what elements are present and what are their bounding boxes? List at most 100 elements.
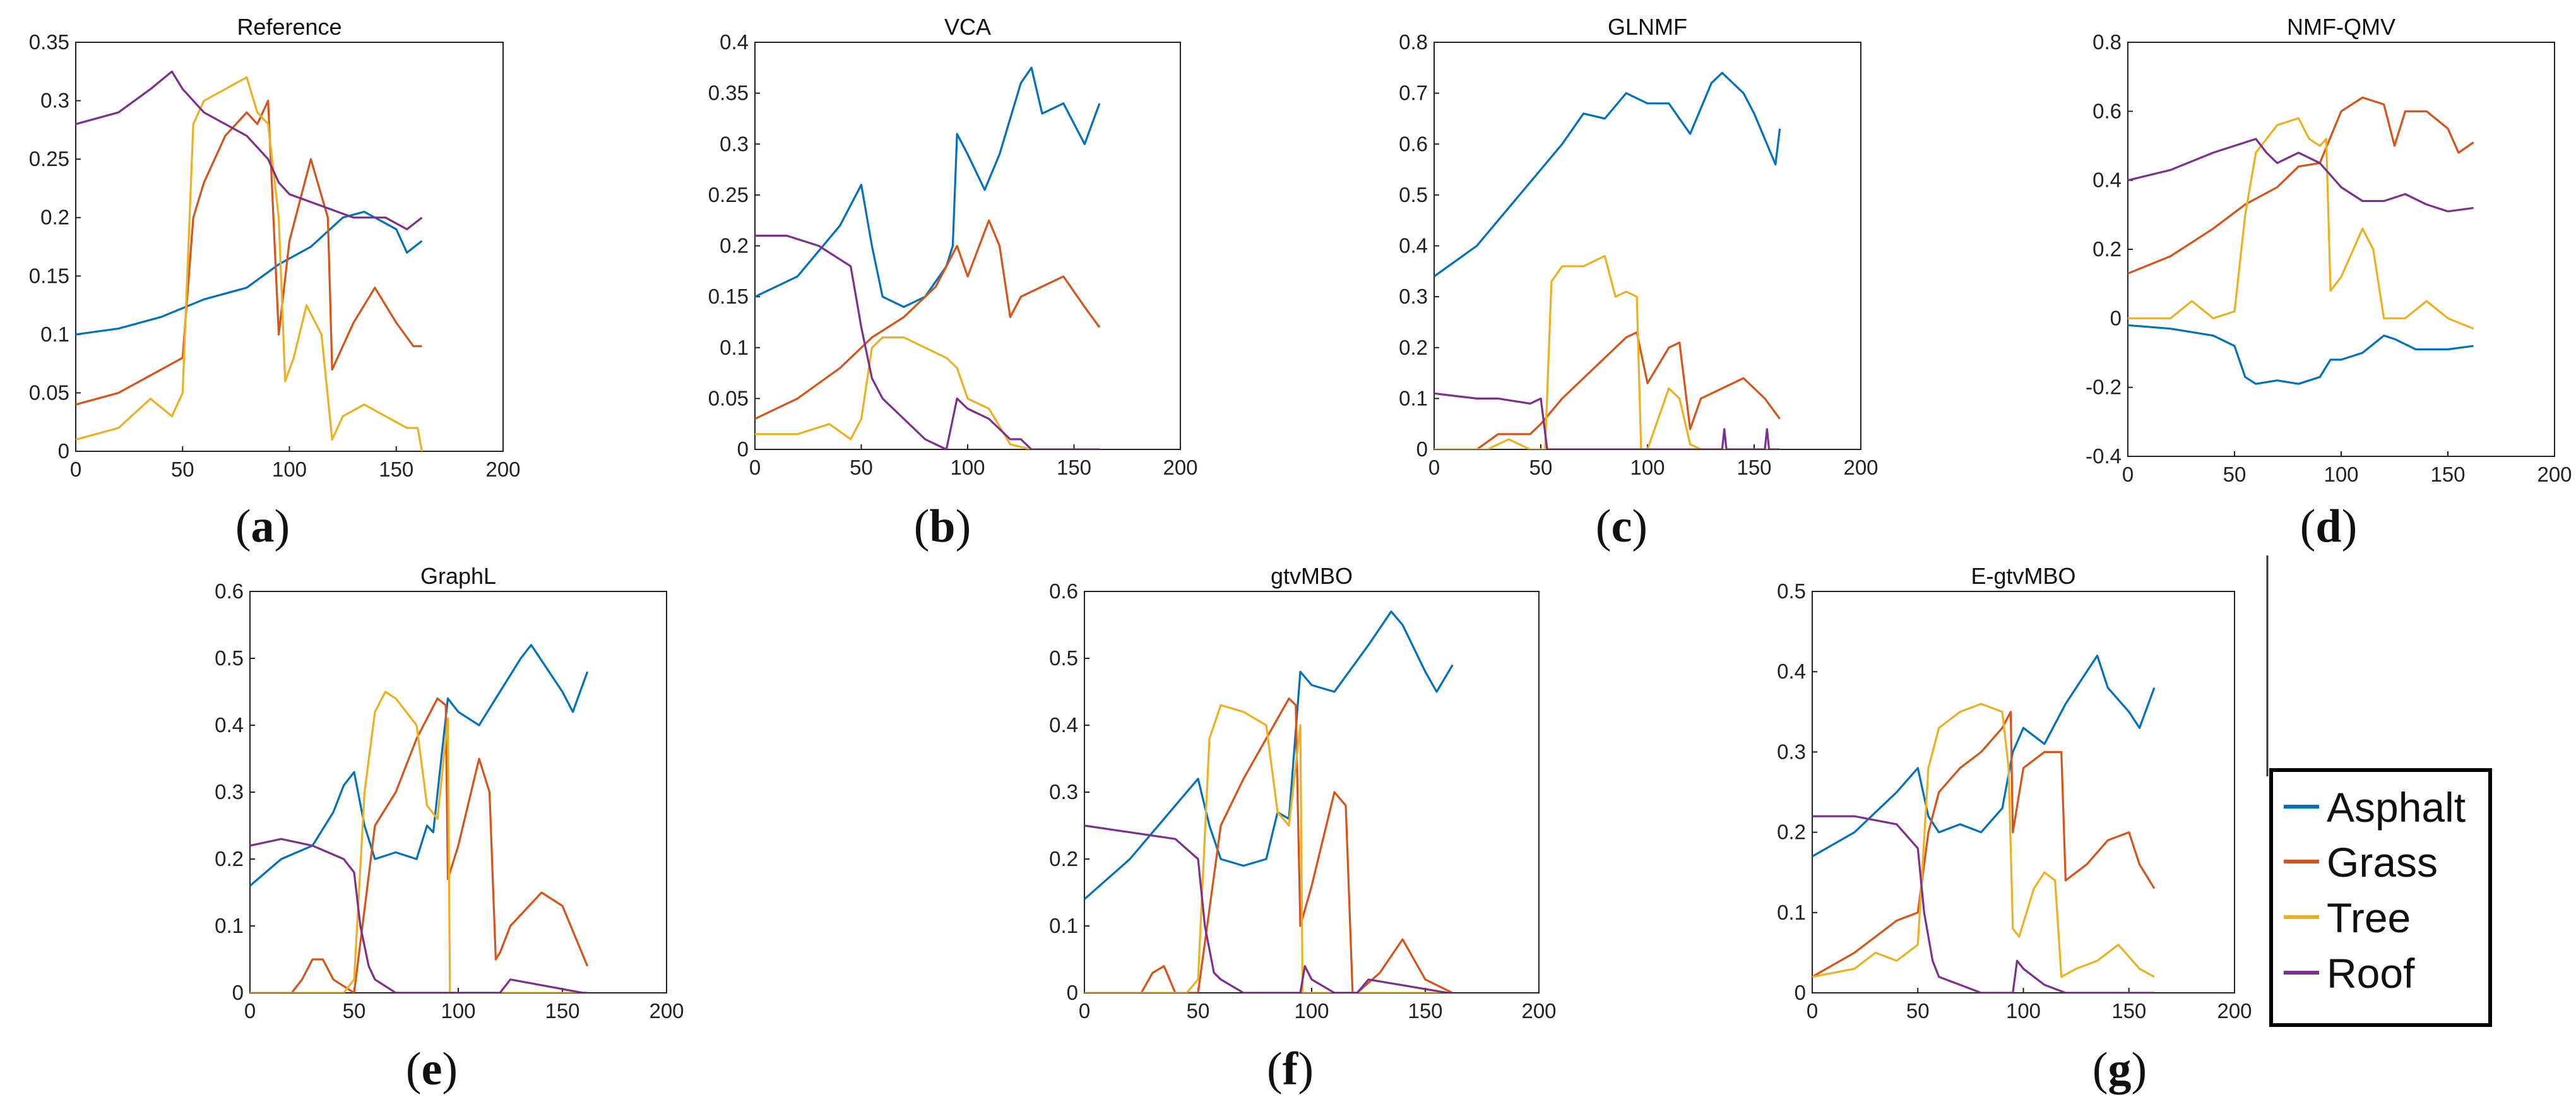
series-line-tree: [1434, 255, 1780, 449]
x-tick-label: 50: [171, 458, 194, 481]
x-tick-label: 200: [2537, 463, 2572, 486]
x-tick-label: 100: [2006, 999, 2041, 1023]
y-tick-label: 0.5: [215, 646, 244, 670]
x-tick-label: 150: [1736, 456, 1771, 479]
x-tick-label: 0: [2122, 463, 2134, 486]
x-tick-label: 100: [2324, 463, 2358, 486]
y-tick-label: 0.2: [40, 206, 69, 229]
x-tick-label: 50: [1187, 999, 1210, 1023]
y-tick-label: 0.7: [1399, 81, 1428, 105]
x-tick-label: 200: [2217, 999, 2252, 1023]
y-tick-label: 0.3: [215, 780, 244, 804]
series-line-tree: [250, 691, 588, 993]
y-tick-label: 0.8: [2092, 30, 2122, 54]
chart-panel-a: Reference 0 50 100 150 200 0 0.05 0.1 0.15 0.2 0.25…: [29, 14, 521, 552]
series-line-asphalt: [76, 210, 423, 336]
x-tick-label: 0: [70, 458, 81, 481]
x-tick-label: 150: [545, 999, 579, 1023]
y-tick-label: 0.15: [29, 264, 69, 287]
y-tick-label: 0.3: [1777, 740, 1806, 763]
series-line-asphalt: [1812, 655, 2156, 858]
y-tick-label: 0.6: [1049, 579, 1078, 603]
series-line-roof: [250, 838, 588, 993]
y-tick-label: -0.2: [2086, 376, 2122, 399]
legend-item-roof: Roof: [2284, 950, 2415, 997]
x-tick-label: 0: [1807, 999, 1818, 1023]
panel-label: (b): [914, 501, 971, 552]
x-tick-label: 150: [2111, 999, 2146, 1023]
chart-panel-c: GLNMF 0 50 100 150 200 0 0.1 0.2 0.3 0.4 0.5 0.6 0.7 0…: [1399, 14, 1878, 552]
y-tick-label: 0.2: [1777, 821, 1806, 844]
plot-frame: [1812, 591, 2235, 993]
chart-title: gtvMBO: [1271, 563, 1353, 589]
series-line-roof: [1434, 392, 1780, 449]
y-tick-label: 0.2: [1049, 847, 1078, 870]
series-line-roof: [2128, 138, 2474, 213]
y-tick-label: 0.4: [1049, 713, 1078, 737]
y-tick-label: 0.35: [29, 30, 69, 54]
x-tick-label: 200: [485, 458, 520, 481]
y-tick-label: 0.1: [40, 323, 69, 346]
plot-frame: [249, 591, 667, 993]
y-tick-label: -0.4: [2086, 444, 2122, 468]
series-line-grass: [755, 219, 1101, 420]
series-line-tree: [1084, 704, 1453, 993]
y-tick-label: 0: [1795, 981, 1806, 1004]
plot-frame: [1084, 591, 1540, 993]
y-tick-label: 0.35: [708, 81, 749, 105]
y-tick-label: 0.15: [708, 285, 749, 308]
panel-label: (g): [2092, 1043, 2147, 1095]
series-line-asphalt: [1434, 71, 1781, 278]
chart-panel-b: VCA 0 50 100 150 200 0 0.05 0.1 0.15 0.2 0.25 0.3 0.3…: [708, 14, 1198, 552]
series-line-roof: [755, 234, 1100, 449]
legend-label-grass: Grass: [2327, 839, 2438, 886]
series-line-asphalt: [2128, 324, 2474, 385]
chart-panel-f: gtvMBO 0 50 100 150 200 0 0.1 0.2 0.3 0.4 0.5 0.6 (f): [1049, 563, 1556, 1095]
y-tick-label: 0: [2110, 306, 2122, 329]
series-line-asphalt: [1084, 610, 1454, 900]
x-tick-label: 50: [1529, 456, 1553, 479]
series-line-tree: [76, 76, 423, 451]
series-line-grass: [1812, 711, 2156, 978]
series-line-asphalt: [755, 66, 1101, 308]
legend-item-grass: Grass: [2284, 839, 2438, 886]
y-tick-label: 0.6: [2092, 99, 2122, 122]
y-tick-label: 0.5: [1399, 183, 1428, 206]
panel-label: (e): [406, 1043, 458, 1095]
y-tick-label: 0.1: [720, 336, 749, 359]
x-tick-label: 150: [2430, 463, 2465, 486]
x-tick-label: 100: [441, 999, 475, 1023]
series-line-grass: [1434, 331, 1781, 449]
chart-title: GraphL: [420, 563, 496, 589]
series-line-grass: [2128, 96, 2474, 275]
y-tick-label: 0.4: [1777, 660, 1806, 683]
y-tick-label: 0.4: [215, 713, 244, 737]
chart-title: E-gtvMBO: [1971, 563, 2075, 589]
y-tick-label: 0.05: [708, 386, 749, 410]
x-tick-label: 150: [379, 458, 413, 481]
y-tick-label: 0: [58, 439, 69, 463]
y-tick-label: 0.1: [215, 914, 244, 937]
x-tick-label: 200: [649, 999, 684, 1023]
y-tick-label: 0.4: [2092, 169, 2122, 192]
y-tick-label: 0.3: [40, 89, 69, 112]
series-line-roof: [1812, 815, 2154, 993]
y-tick-label: 0: [1416, 437, 1428, 461]
chart-panel-e: GraphL 0 50 100 150 200 0 0.1 0.2 0.3 0.4 0.5 0.6 (e): [215, 563, 684, 1095]
x-tick-label: 0: [749, 456, 761, 479]
x-tick-label: 150: [1408, 999, 1442, 1023]
y-tick-label: 0.2: [1399, 336, 1428, 359]
y-tick-label: 0.2: [2092, 237, 2122, 261]
y-tick-label: 0: [232, 981, 244, 1004]
series-line-roof: [76, 70, 423, 230]
legend-box: [2269, 768, 2492, 1027]
y-tick-label: 0.4: [720, 30, 749, 54]
x-tick-label: 100: [272, 458, 307, 481]
y-tick-label: 0.1: [1399, 386, 1428, 410]
y-tick-label: 0: [1067, 981, 1078, 1004]
y-tick-label: 0.3: [1399, 285, 1428, 308]
panel-label: (f): [1267, 1043, 1314, 1095]
legend-label-roof: Roof: [2327, 950, 2415, 997]
x-tick-label: 0: [244, 999, 256, 1023]
plot-frame: [2127, 42, 2555, 457]
